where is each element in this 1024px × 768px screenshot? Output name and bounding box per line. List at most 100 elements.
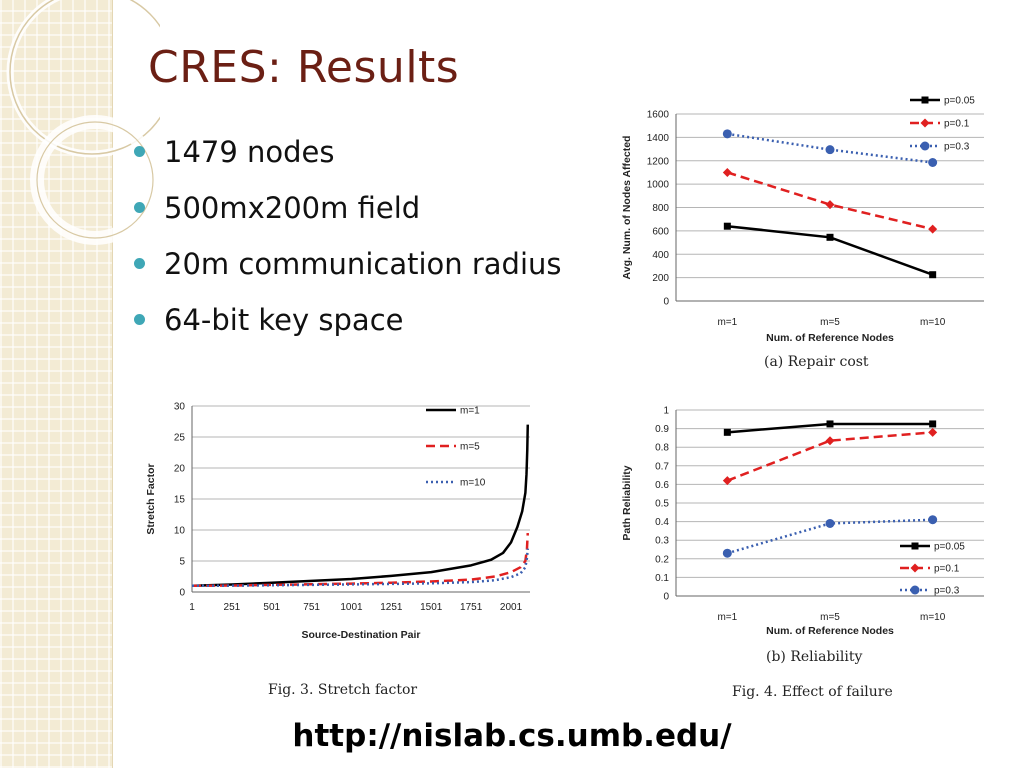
x-tick-label: m=5 <box>820 612 840 623</box>
data-point <box>825 200 835 210</box>
series-line <box>727 224 934 276</box>
legend-label: p=0.05 <box>944 96 975 107</box>
bullet-text: 64-bit key space <box>164 303 404 337</box>
data-point <box>826 420 834 428</box>
y-tick-label: 1000 <box>647 180 670 191</box>
data-point <box>929 271 937 279</box>
legend-label: p=0.3 <box>944 142 970 153</box>
bullet-item: 1479 nodes <box>130 130 562 186</box>
legend-label: p=0.1 <box>944 119 970 130</box>
y-tick-label: 0.6 <box>655 480 669 491</box>
fig3-caption: Fig. 3. Stretch factor <box>268 682 418 698</box>
data-point <box>928 224 938 234</box>
series-line <box>726 431 933 482</box>
bullet-icon <box>134 258 145 269</box>
x-tick-label: 1251 <box>380 602 403 613</box>
x-tick-label: 251 <box>224 602 241 613</box>
x-tick-label: 751 <box>303 602 320 613</box>
y-tick-label: 1600 <box>647 110 670 121</box>
series-line <box>191 424 530 588</box>
bullet-item: 64-bit key space <box>130 298 562 354</box>
x-axis-label: Num. of Reference Nodes <box>766 332 894 344</box>
y-tick-label: 30 <box>174 402 186 413</box>
legend-label: p=0.1 <box>934 564 960 575</box>
x-tick-label: 2001 <box>500 602 523 613</box>
y-axis-label: Path Reliability <box>621 465 633 540</box>
decorative-rings <box>6 0 160 245</box>
y-tick-label: 400 <box>652 250 669 261</box>
y-tick-label: 15 <box>174 495 186 506</box>
y-tick-label: 1 <box>663 406 669 417</box>
y-tick-label: 0.5 <box>655 499 669 510</box>
y-tick-label: 0.9 <box>655 424 669 435</box>
bullet-icon <box>134 146 145 157</box>
data-point <box>723 222 731 230</box>
repair-cost-caption: (a) Repair cost <box>764 354 869 370</box>
bullet-text: 500mx200m field <box>164 191 421 225</box>
y-tick-label: 200 <box>652 273 669 284</box>
data-point <box>722 167 732 177</box>
y-tick-label: 0.2 <box>655 554 669 565</box>
data-point <box>723 428 731 436</box>
bullet-item: 20m communication radius <box>130 242 562 298</box>
x-tick-label: 1001 <box>340 602 363 613</box>
y-tick-label: 0 <box>663 297 669 308</box>
x-tick-label: 1 <box>189 602 195 613</box>
x-tick-label: m=10 <box>920 612 946 623</box>
slide-title: CRES: Results <box>148 42 460 93</box>
legend-marker <box>911 542 919 550</box>
y-tick-label: 10 <box>174 526 186 537</box>
series-line <box>726 171 933 231</box>
x-tick-label: 1751 <box>460 602 483 613</box>
legend-marker <box>921 96 929 104</box>
y-tick-label: 0.7 <box>655 461 669 472</box>
bullet-list: 1479 nodes 500mx200m field 20m communica… <box>130 130 562 354</box>
y-tick-label: 20 <box>174 464 186 475</box>
bullet-icon <box>134 202 145 213</box>
data-point <box>929 420 937 428</box>
bullet-icon <box>134 314 145 325</box>
y-tick-label: 0.4 <box>655 517 669 528</box>
y-tick-label: 0.3 <box>655 536 669 547</box>
fig4-caption: Fig. 4. Effect of failure <box>732 684 893 700</box>
y-tick-label: 25 <box>174 433 186 444</box>
bullet-text: 20m communication radius <box>164 247 562 281</box>
legend-label: m=10 <box>460 478 486 489</box>
data-point <box>928 515 938 525</box>
y-tick-label: 0 <box>663 592 669 603</box>
x-tick-label: m=1 <box>717 317 737 328</box>
x-tick-label: 501 <box>263 602 280 613</box>
series-line <box>191 548 530 588</box>
x-axis-label: Num. of Reference Nodes <box>766 625 894 637</box>
data-point <box>825 145 835 155</box>
footer-url-link[interactable]: http://nislab.cs.umb.edu/ <box>292 718 732 754</box>
data-point <box>722 476 732 486</box>
bullet-item: 500mx200m field <box>130 186 562 242</box>
legend-marker <box>910 585 920 595</box>
data-point <box>722 548 732 558</box>
legend-label: p=0.05 <box>934 542 965 553</box>
legend-marker <box>920 118 930 128</box>
data-point <box>825 518 835 528</box>
y-tick-label: 0 <box>179 588 185 599</box>
data-point <box>928 427 938 437</box>
x-tick-label: m=5 <box>820 317 840 328</box>
x-tick-label: 1501 <box>420 602 443 613</box>
legend-label: m=5 <box>460 442 480 453</box>
y-tick-label: 600 <box>652 226 669 237</box>
data-point <box>928 158 938 168</box>
y-tick-label: 1200 <box>647 156 670 167</box>
y-tick-label: 5 <box>179 557 185 568</box>
reliability-caption: (b) Reliability <box>766 649 863 665</box>
y-axis-label: Avg. Num. of Nodes Affected <box>621 136 633 280</box>
x-tick-label: m=1 <box>717 612 737 623</box>
legend-label: m=1 <box>460 406 480 417</box>
reliability-chart: 0 0.1 0.2 0.3 0.4 0.5 0.6 0.7 0.8 0.9 1 m=1 m=5 m=10 N… <box>621 406 984 637</box>
y-tick-label: 800 <box>652 203 669 214</box>
data-point <box>826 233 834 241</box>
y-axis-label: Stretch Factor <box>145 463 157 534</box>
y-tick-label: 1400 <box>647 133 670 144</box>
x-axis-label: Source-Destination Pair <box>301 629 420 641</box>
y-tick-label: 0.8 <box>655 443 669 454</box>
